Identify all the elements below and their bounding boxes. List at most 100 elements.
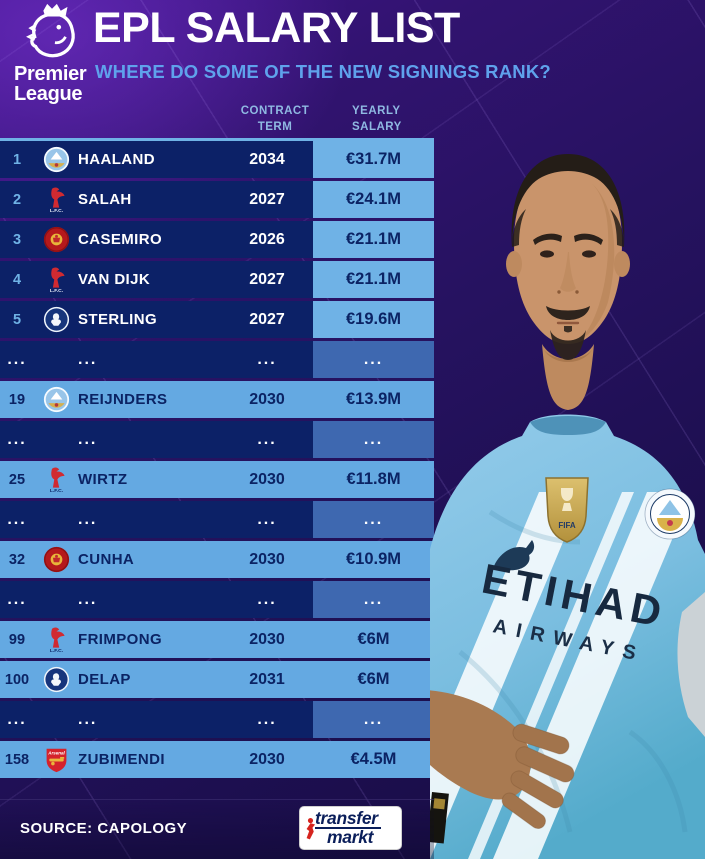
yearly-salary: €13.9M (345, 390, 402, 408)
player-row-reijnders: 19 REIJNDERS 2030 €13.9M (0, 381, 434, 418)
svg-text:FIFA: FIFA (558, 521, 576, 530)
column-header-contract-term: CONTRACT TERM (233, 104, 317, 135)
ellipsis-row: ............ (0, 421, 434, 458)
chelsea-crest-icon (34, 661, 78, 698)
player-row-delap: 100 DELAP 2031 €6M (0, 661, 434, 698)
player-hand (430, 690, 575, 830)
ellipsis-row: ............ (0, 501, 434, 538)
yearly-salary: €6M (357, 630, 390, 648)
ellipsis-rank: ... (7, 510, 27, 528)
contract-header-line2: TERM (257, 120, 293, 133)
salary-header-line1: YEARLY (352, 105, 401, 117)
ellipsis-name: ... (78, 710, 98, 728)
yearly-salary: €10.9M (345, 550, 402, 568)
ellipsis-salary: ... (313, 421, 434, 458)
contract-term: 2034 (249, 150, 285, 168)
player-rank: 100 (4, 671, 30, 688)
player-name: HAALAND (78, 151, 155, 168)
yearly-salary: €19.6M (313, 301, 434, 338)
player-rank: 4 (12, 271, 22, 288)
ellipsis-rank: ... (7, 350, 27, 368)
contract-term: 2030 (249, 750, 285, 768)
ellipsis-salary: ... (313, 581, 434, 618)
contract-term: 2026 (249, 230, 285, 248)
jersey-stripes (430, 492, 692, 859)
page-subtitle: WHERE DO SOME OF THE NEW SIGNINGS RANK? (95, 61, 551, 82)
ellipsis-row: ............ (0, 341, 434, 378)
man-city-crest-large-icon (644, 488, 696, 540)
jersey (430, 414, 705, 859)
ellipsis-spacer (34, 501, 78, 538)
ellipsis-spacer (34, 421, 78, 458)
yearly-salary: €21.1M (313, 261, 434, 298)
ellipsis-term: ... (257, 710, 277, 728)
yearly-salary: €4.5M (350, 750, 397, 768)
ellipsis-salary: ... (313, 701, 434, 738)
svg-text:L.F.C.: L.F.C. (49, 488, 63, 493)
man-city-crest-icon (34, 381, 78, 418)
contract-term: 2030 (249, 550, 285, 568)
contract-term: 2030 (249, 630, 285, 648)
player-rank: 3 (12, 231, 22, 248)
puma-logo-icon (494, 540, 535, 571)
player-name: VAN DIJK (78, 271, 151, 288)
liverpool-crest-icon: L.F.C. (34, 621, 78, 658)
player-rank: 25 (8, 471, 26, 488)
player-row-salah: 2 L.F.C. SALAH 2027 €24.1M (0, 181, 434, 218)
ellipsis-spacer (34, 701, 78, 738)
jersey-sponsor-text-2: AIRWAYS (491, 615, 647, 666)
yearly-salary: €11.8M (346, 470, 401, 488)
jersey-sponsor-text: ETIHAD (478, 555, 670, 637)
ellipsis-term: ... (257, 350, 277, 368)
svg-text:L.F.C.: L.F.C. (49, 288, 63, 293)
wordmark-line2: League (14, 82, 83, 105)
column-header-yearly-salary: YEARLY SALARY (352, 104, 402, 135)
fifa-badge-icon: FIFA (545, 477, 589, 543)
player-row-zubimendi: 158 Arsenal ZUBIMENDI 2030 €4.5M (0, 741, 434, 778)
ellipsis-name: ... (78, 350, 98, 368)
contract-term: 2030 (249, 470, 285, 488)
player-head (506, 154, 630, 360)
yearly-salary: €24.1M (313, 181, 434, 218)
ellipsis-term: ... (257, 510, 277, 528)
contract-term: 2027 (249, 190, 285, 208)
transfermarkt-word2: markt (327, 827, 374, 848)
ellipsis-rank: ... (7, 710, 27, 728)
player-rank: 2 (12, 191, 22, 208)
chelsea-crest-icon (34, 301, 78, 338)
player-rank: 19 (8, 391, 26, 408)
table-top-border (0, 138, 434, 141)
salary-header-line2: SALARY (352, 120, 402, 133)
man-utd-crest-icon (34, 541, 78, 578)
ellipsis-rank: ... (7, 590, 27, 608)
ellipsis-name: ... (78, 510, 98, 528)
player-name: ZUBIMENDI (78, 751, 165, 768)
contract-term: 2031 (249, 670, 285, 688)
yearly-salary: €31.7M (313, 141, 434, 178)
liverpool-crest-icon: L.F.C. (34, 461, 78, 498)
player-row-haaland: 1 HAALAND 2034 €31.7M (0, 141, 434, 178)
transfermarkt-word1: transfer (315, 809, 381, 830)
ellipsis-term: ... (257, 430, 277, 448)
player-name: FRIMPONG (78, 631, 163, 648)
arsenal-crest-icon: Arsenal (34, 741, 78, 778)
source-credit: SOURCE: CAPOLOGY (20, 820, 188, 837)
ellipsis-salary: ... (313, 501, 434, 538)
premier-league-logo: Premier League (10, 2, 96, 104)
page-title: EPL SALARY LIST (93, 4, 460, 52)
player-name: CASEMIRO (78, 231, 163, 248)
wordmark-line1: Premier (14, 63, 87, 85)
player-row-cunha: 32 CUNHA 2030 €10.9M (0, 541, 434, 578)
man-city-crest-icon (34, 141, 78, 178)
ellipsis-rank: ... (7, 430, 27, 448)
contract-header-line1: CONTRACT (240, 105, 310, 117)
svg-text:L.F.C.: L.F.C. (49, 208, 63, 213)
contract-term: 2027 (249, 270, 285, 288)
player-rank: 1 (12, 151, 22, 168)
liverpool-crest-icon: L.F.C. (34, 261, 78, 298)
ellipsis-term: ... (257, 590, 277, 608)
ellipsis-salary: ... (313, 341, 434, 378)
liverpool-crest-icon: L.F.C. (34, 181, 78, 218)
contract-term: 2030 (249, 390, 285, 408)
